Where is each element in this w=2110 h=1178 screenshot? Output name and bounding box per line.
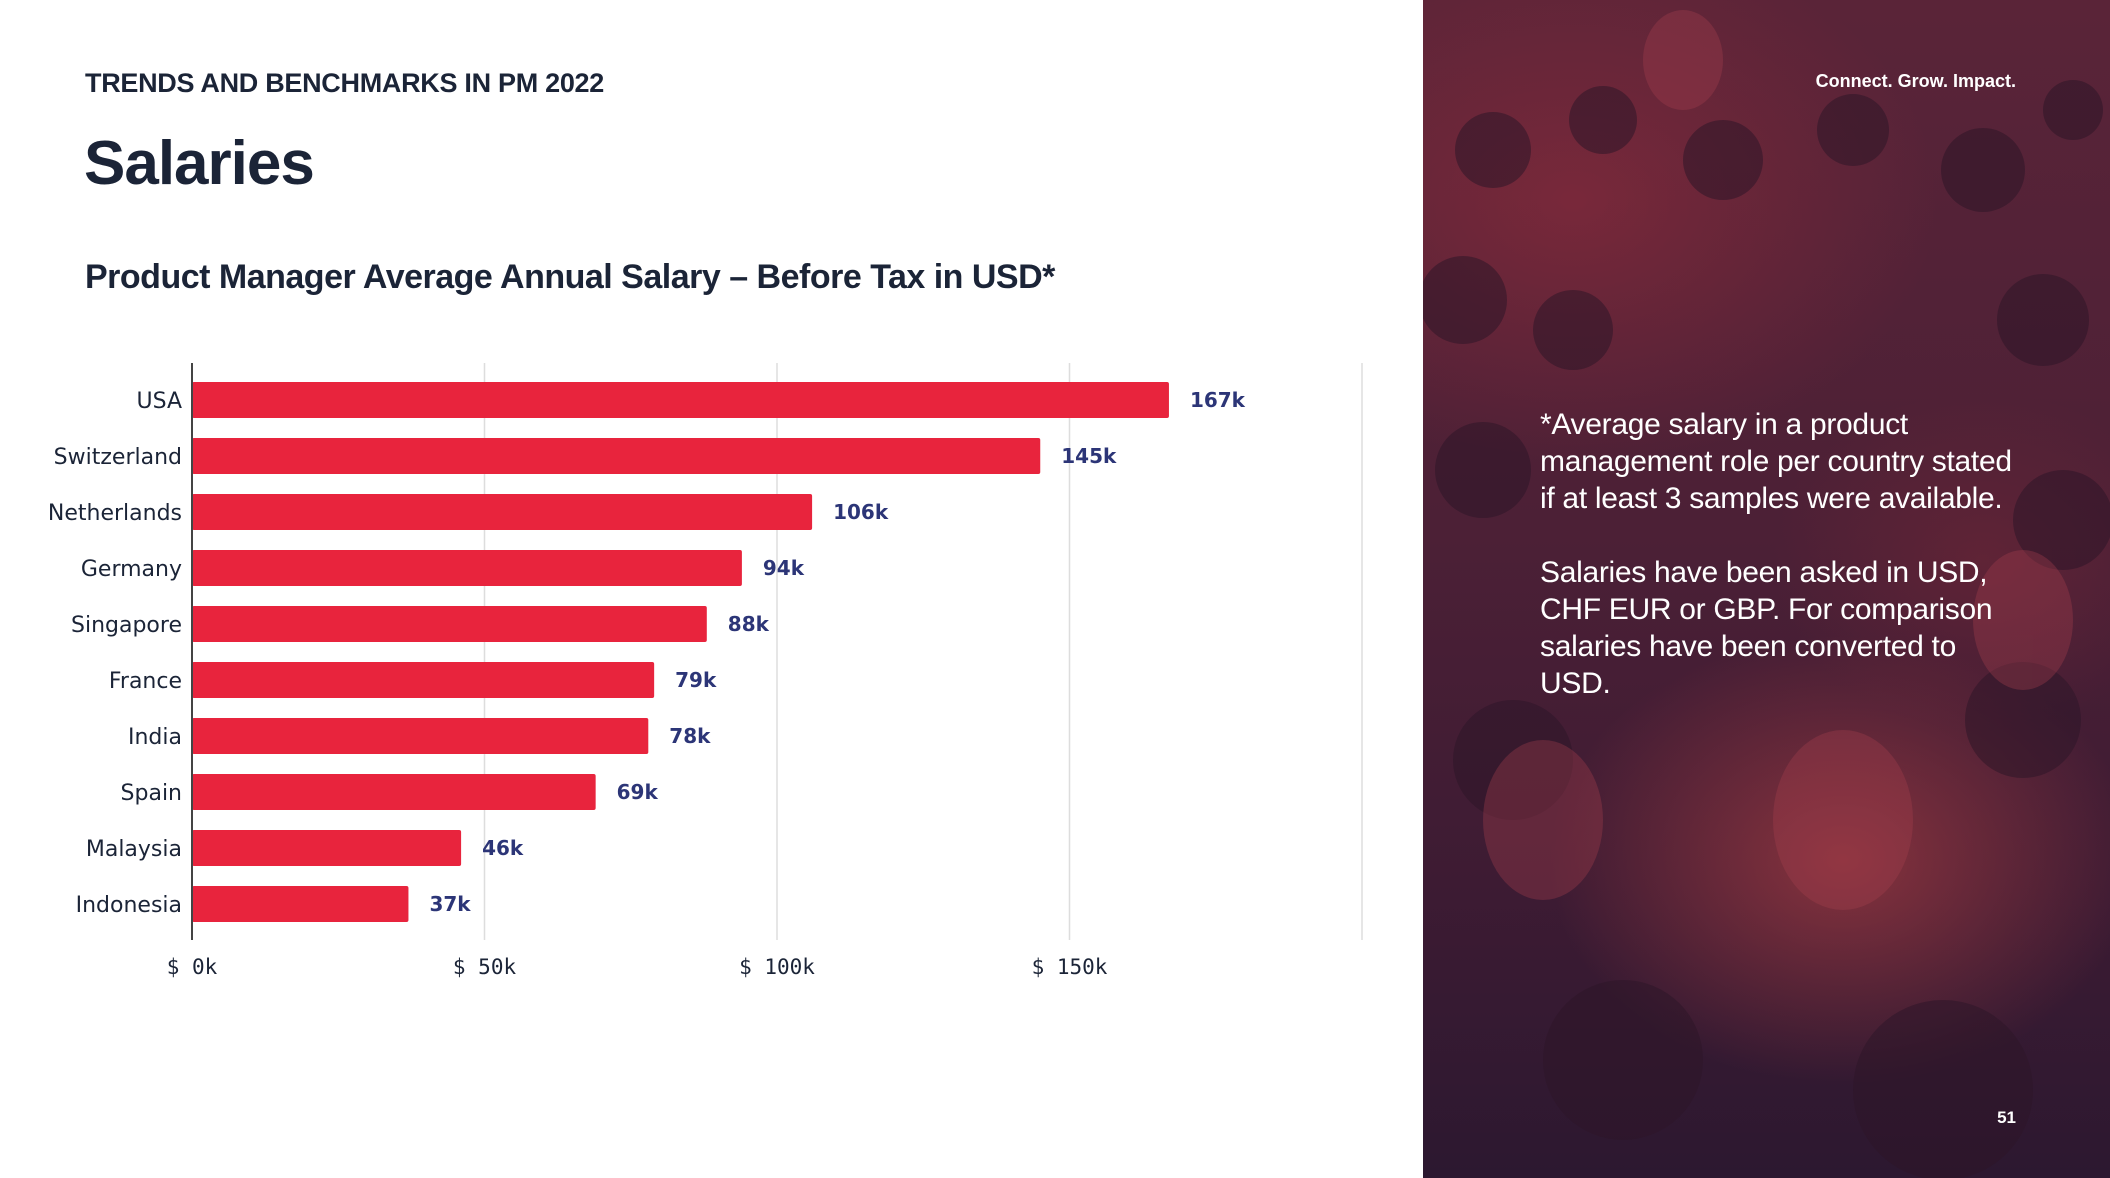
crowd-photo-background <box>1423 10 2110 1178</box>
category-label-singapore: Singapore <box>71 613 182 638</box>
value-label-india: 78k <box>669 724 711 748</box>
footnote-currency-conversion: Salaries have been asked in USD, CHF EUR… <box>1540 556 1993 700</box>
value-label-singapore: 88k <box>728 612 770 636</box>
chart-title: Product Manager Average Annual Salary – … <box>85 258 1055 296</box>
tagline: Connect. Grow. Impact. <box>1815 71 2016 91</box>
bar-netherlands <box>192 494 813 530</box>
value-label-switzerland: 145k <box>1061 444 1117 468</box>
value-label-malaysia: 46k <box>482 836 524 860</box>
sidebar-panel: Connect. Grow. Impact. *Average salary i… <box>1423 0 2110 1178</box>
bar-indonesia <box>192 886 409 922</box>
page-title: Salaries <box>84 129 315 198</box>
category-label-france: France <box>109 669 182 694</box>
bar-germany <box>192 550 742 586</box>
category-label-usa: USA <box>136 389 182 414</box>
x-tick-label-150: $ 150k <box>1032 955 1108 979</box>
value-label-spain: 69k <box>617 780 659 804</box>
bar-usa <box>192 382 1169 418</box>
bar-india <box>192 718 649 754</box>
category-label-india: India <box>128 725 182 750</box>
category-label-netherlands: Netherlands <box>48 501 182 526</box>
category-label-malaysia: Malaysia <box>86 837 182 862</box>
bar-singapore <box>192 606 707 642</box>
category-label-germany: Germany <box>81 557 182 582</box>
x-tick-label-50: $ 50k <box>453 955 517 979</box>
footnote-sample-rule: *Average salary in a product management … <box>1540 408 2012 515</box>
bar-malaysia <box>192 830 462 866</box>
bar-switzerland <box>192 438 1041 474</box>
category-label-indonesia: Indonesia <box>76 893 182 918</box>
value-label-usa: 167k <box>1190 388 1246 412</box>
x-tick-label-100: $ 100k <box>739 955 815 979</box>
x-tick-label-0: $ 0k <box>167 955 218 979</box>
value-label-france: 79k <box>675 668 717 692</box>
value-label-germany: 94k <box>763 556 805 580</box>
category-label-switzerland: Switzerland <box>54 445 182 470</box>
bar-spain <box>192 774 596 810</box>
bar-france <box>192 662 655 698</box>
footnote: *Average salary in a product management … <box>1540 406 2020 739</box>
page-number: 51 <box>1997 1108 2016 1127</box>
report-kicker: TRENDS AND BENCHMARKS IN PM 2022 <box>85 68 604 98</box>
slide-content: TRENDS AND BENCHMARKS IN PM 2022 Salarie… <box>47 68 1363 979</box>
salary-bar-chart: USA 167k Switzerland 145k Netherlands 106k Ger… <box>48 363 1363 979</box>
category-label-spain: Spain <box>121 781 182 806</box>
value-label-indonesia: 37k <box>429 892 471 916</box>
value-label-netherlands: 106k <box>833 500 889 524</box>
